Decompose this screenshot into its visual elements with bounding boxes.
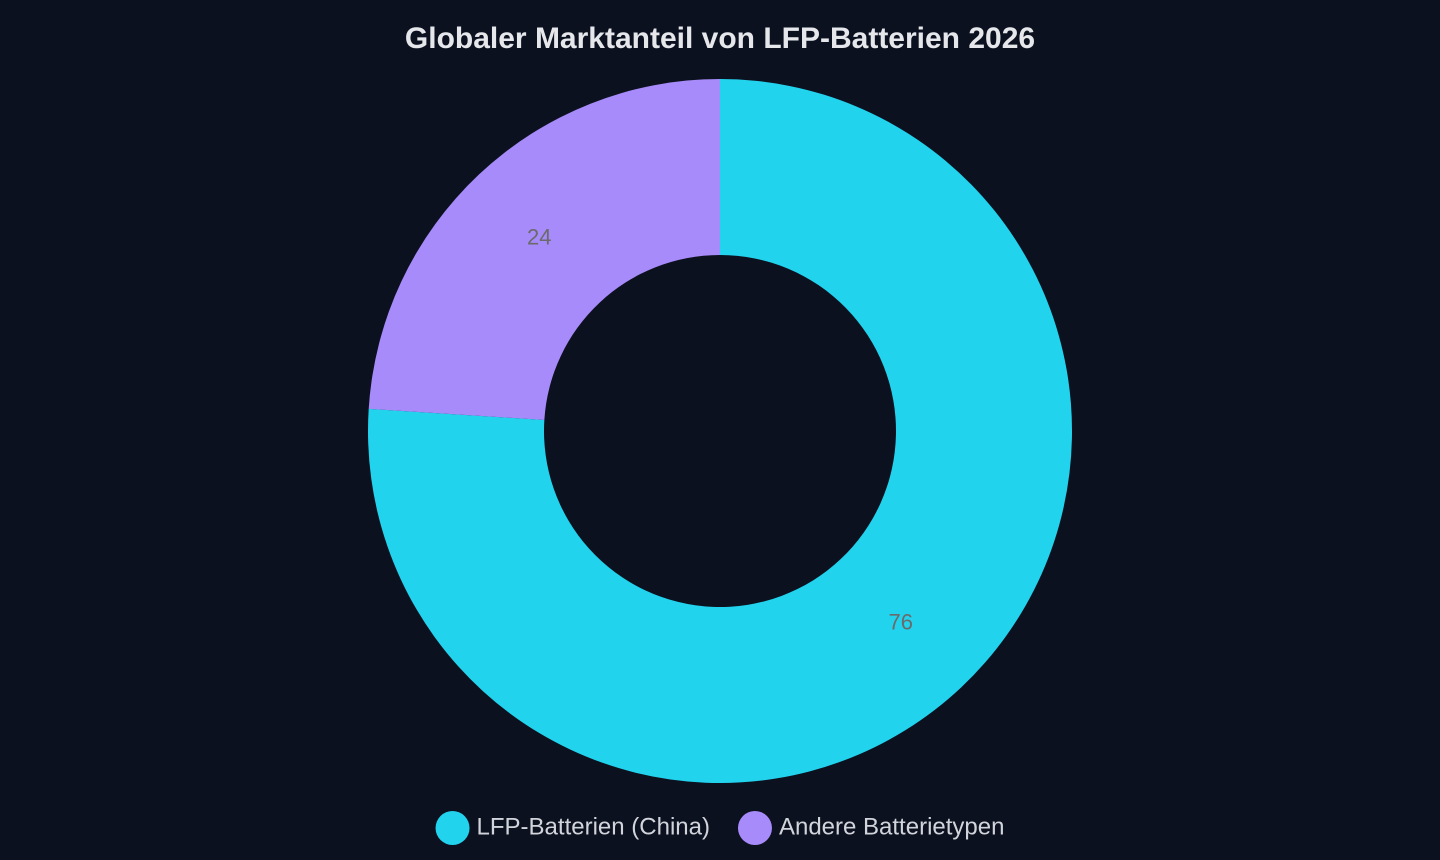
- donut-slice: [368, 79, 720, 420]
- data-label: 76: [888, 609, 912, 634]
- data-label: 24: [527, 224, 551, 249]
- chart-title: Globaler Marktanteil von LFP-Batterien 2…: [405, 22, 1035, 55]
- legend-label: Andere Batterietypen: [779, 813, 1004, 840]
- legend-label: LFP-Batterien (China): [477, 813, 710, 840]
- legend-swatch: [737, 811, 772, 845]
- legend: LFP-Batterien (China) Andere Batterietype…: [435, 811, 1004, 845]
- donut-slice: [368, 79, 1072, 783]
- legend-swatch: [435, 811, 470, 845]
